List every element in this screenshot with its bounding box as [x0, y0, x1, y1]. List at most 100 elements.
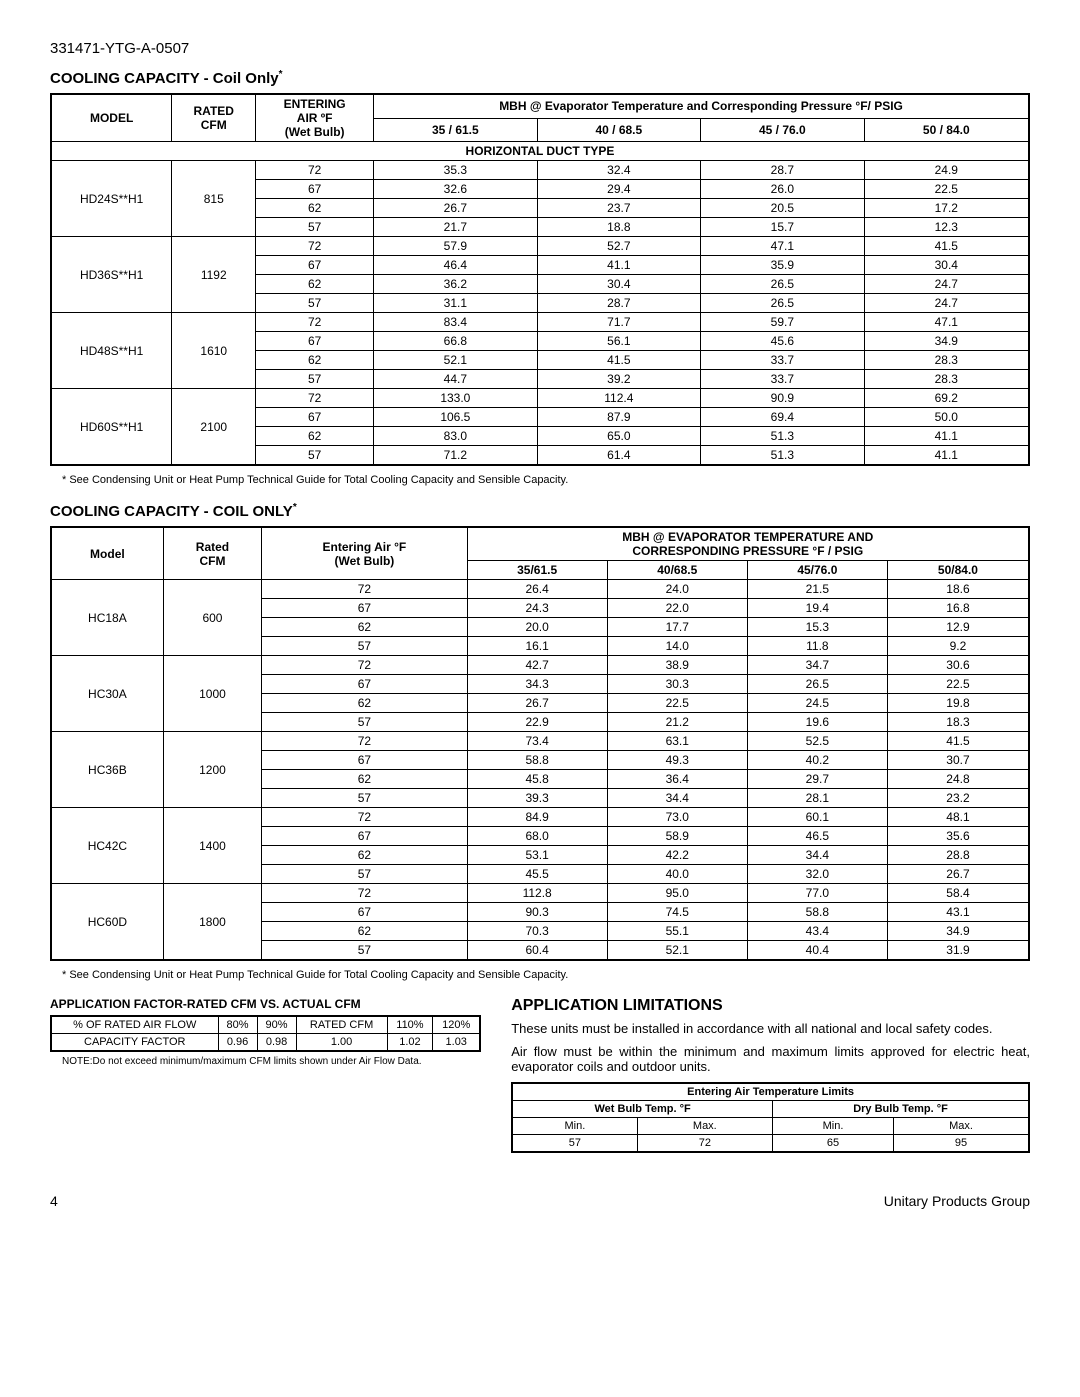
data-cell: 34.9 [887, 922, 1029, 941]
section2-title-text: COOLING CAPACITY - COIL ONLY [50, 503, 293, 520]
data-cell: 24.8 [887, 770, 1029, 789]
data-cell: 65 [773, 1135, 894, 1153]
t2-h-cfm-l1: Rated [196, 540, 229, 554]
data-cell: 67 [262, 903, 467, 922]
data-cell: 62 [262, 846, 467, 865]
data-cell: 72 [262, 580, 467, 599]
data-cell: 26.7 [374, 199, 538, 218]
tl-max1: Max. [637, 1118, 773, 1135]
data-cell: 72 [256, 237, 374, 256]
page-number: 4 [50, 1193, 58, 1209]
data-cell: 80% [218, 1016, 257, 1034]
data-cell: 1.03 [433, 1034, 480, 1052]
data-cell: 30.7 [887, 751, 1029, 770]
data-cell: 41.1 [864, 427, 1029, 446]
data-cell: 30.4 [537, 275, 701, 294]
data-cell: 23.2 [887, 789, 1029, 808]
t2-h-mbh-l1: MBH @ EVAPORATOR TEMPERATURE AND [622, 530, 873, 544]
data-cell: 57 [262, 865, 467, 884]
data-cell: 62 [256, 199, 374, 218]
data-cell: 62 [256, 351, 374, 370]
data-cell: 23.7 [537, 199, 701, 218]
data-cell: 22.0 [607, 599, 747, 618]
t2-h-ent-l2: (Wet Bulb) [335, 554, 395, 568]
data-cell: 46.4 [374, 256, 538, 275]
data-cell: 39.3 [467, 789, 607, 808]
data-cell: 67 [256, 180, 374, 199]
model-cell: HD36S**H1 [51, 237, 172, 313]
t1-h-c4: 50 / 84.0 [864, 118, 1029, 141]
data-cell: 41.1 [864, 446, 1029, 466]
data-cell: 72 [637, 1135, 773, 1153]
data-cell: 34.7 [747, 656, 887, 675]
temp-limits-table: Entering Air Temperature Limits Wet Bulb… [511, 1082, 1030, 1153]
t1-h-c2: 40 / 68.5 [537, 118, 701, 141]
data-cell: 43.1 [887, 903, 1029, 922]
data-cell: 67 [262, 599, 467, 618]
data-cell: 30.6 [887, 656, 1029, 675]
section1-title: COOLING CAPACITY - Coil Only* [50, 69, 1030, 87]
data-cell: 47.1 [864, 313, 1029, 332]
data-cell: 24.0 [607, 580, 747, 599]
model-cell: HD60S**H1 [51, 389, 172, 466]
data-cell: 62 [256, 275, 374, 294]
data-cell: 45.5 [467, 865, 607, 884]
t1-h-c1: 35 / 61.5 [374, 118, 538, 141]
data-cell: 26.7 [467, 694, 607, 713]
data-cell: 90.3 [467, 903, 607, 922]
data-cell: CAPACITY FACTOR [51, 1034, 218, 1052]
model-cell: HC60D [51, 884, 163, 961]
data-cell: 24.3 [467, 599, 607, 618]
data-cell: 77.0 [747, 884, 887, 903]
section2-asterisk: * [293, 502, 297, 513]
data-cell: 17.7 [607, 618, 747, 637]
data-cell: 32.0 [747, 865, 887, 884]
data-cell: 21.2 [607, 713, 747, 732]
data-cell: 34.4 [607, 789, 747, 808]
data-cell: 19.6 [747, 713, 887, 732]
data-cell: 11.8 [747, 637, 887, 656]
data-cell: 62 [256, 427, 374, 446]
data-cell: 62 [262, 694, 467, 713]
data-cell: 70.3 [467, 922, 607, 941]
app-factor-table: % OF RATED AIR FLOW80%90%RATED CFM110%12… [50, 1015, 481, 1052]
data-cell: 44.7 [374, 370, 538, 389]
data-cell: 40.4 [747, 941, 887, 961]
footer-right: Unitary Products Group [884, 1193, 1030, 1209]
data-cell: 59.7 [701, 313, 865, 332]
data-cell: 16.1 [467, 637, 607, 656]
app-limits-p1: These units must be installed in accorda… [511, 1021, 1030, 1036]
model-cell: HC18A [51, 580, 163, 656]
cooling-table-2: Model Rated CFM Entering Air °F (Wet Bul… [50, 526, 1030, 961]
data-cell: 33.7 [701, 351, 865, 370]
section2-title: COOLING CAPACITY - COIL ONLY* [50, 502, 1030, 520]
data-cell: 39.2 [537, 370, 701, 389]
data-cell: 67 [262, 827, 467, 846]
data-cell: 69.2 [864, 389, 1029, 408]
data-cell: 15.7 [701, 218, 865, 237]
data-cell: 67 [262, 751, 467, 770]
cfm-cell: 815 [172, 161, 256, 237]
data-cell: 58.4 [887, 884, 1029, 903]
data-cell: 52.1 [607, 941, 747, 961]
cfm-cell: 600 [163, 580, 261, 656]
t2-h-entering: Entering Air °F (Wet Bulb) [262, 527, 467, 580]
data-cell: 73.0 [607, 808, 747, 827]
data-cell: 26.5 [701, 294, 865, 313]
data-cell: 12.3 [864, 218, 1029, 237]
model-cell: HD48S**H1 [51, 313, 172, 389]
data-cell: 26.0 [701, 180, 865, 199]
data-cell: 32.6 [374, 180, 538, 199]
data-cell: 24.5 [747, 694, 887, 713]
data-cell: 19.8 [887, 694, 1029, 713]
data-cell: 28.3 [864, 351, 1029, 370]
data-cell: 60.1 [747, 808, 887, 827]
data-cell: 49.3 [607, 751, 747, 770]
data-cell: 15.3 [747, 618, 887, 637]
data-cell: 57 [256, 446, 374, 466]
data-cell: 35.6 [887, 827, 1029, 846]
data-cell: 57 [262, 789, 467, 808]
data-cell: 40.2 [747, 751, 887, 770]
data-cell: 67 [262, 675, 467, 694]
data-cell: 51.3 [701, 446, 865, 466]
